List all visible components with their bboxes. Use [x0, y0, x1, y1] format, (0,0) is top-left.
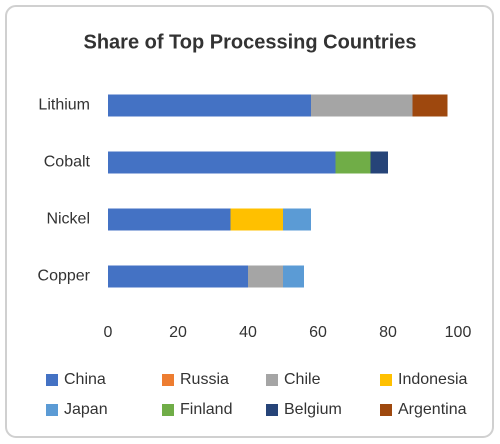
x-tick-label: 20: [169, 324, 187, 341]
legend-label: Indonesia: [398, 371, 467, 388]
legend-label: Japan: [64, 401, 108, 418]
bar-segment: [248, 265, 283, 288]
y-tick-label: Nickel: [46, 211, 90, 228]
legend-swatch: [266, 404, 278, 416]
y-tick-label: Cobalt: [44, 154, 91, 171]
legend-label: Chile: [284, 371, 321, 388]
x-tick-label: 80: [379, 324, 397, 341]
bar-segment: [230, 208, 283, 231]
legend-swatch: [380, 374, 392, 386]
legend-swatch: [380, 404, 392, 416]
legend-swatch: [162, 374, 174, 386]
legend-swatch: [162, 404, 174, 416]
x-tick-label: 40: [239, 324, 257, 341]
chart-title: Share of Top Processing Countries: [83, 31, 416, 53]
legend-swatch: [266, 374, 278, 386]
bar-segment: [412, 94, 448, 117]
x-tick-label: 100: [445, 324, 472, 341]
x-tick-label: 0: [104, 324, 113, 341]
bar-segment: [283, 265, 304, 288]
y-tick-label: Copper: [38, 268, 91, 285]
legend-label: Belgium: [284, 401, 342, 418]
legend-label: China: [64, 371, 106, 388]
legend-label: Russia: [180, 371, 229, 388]
chart-border: [5, 5, 494, 438]
y-tick-label: Lithium: [38, 97, 90, 114]
bar-segment: [311, 94, 413, 117]
x-tick-label: 60: [309, 324, 327, 341]
bar-segment: [108, 208, 231, 231]
bar-segment: [108, 265, 248, 288]
bar-segment: [283, 208, 311, 231]
bar-segment: [335, 151, 371, 174]
bar-segment: [108, 151, 336, 174]
bar-segment: [108, 94, 311, 117]
bar-segment: [370, 151, 388, 174]
legend-swatch: [46, 374, 58, 386]
legend-swatch: [46, 404, 58, 416]
legend-label: Finland: [180, 401, 232, 418]
legend-label: Argentina: [398, 401, 467, 418]
